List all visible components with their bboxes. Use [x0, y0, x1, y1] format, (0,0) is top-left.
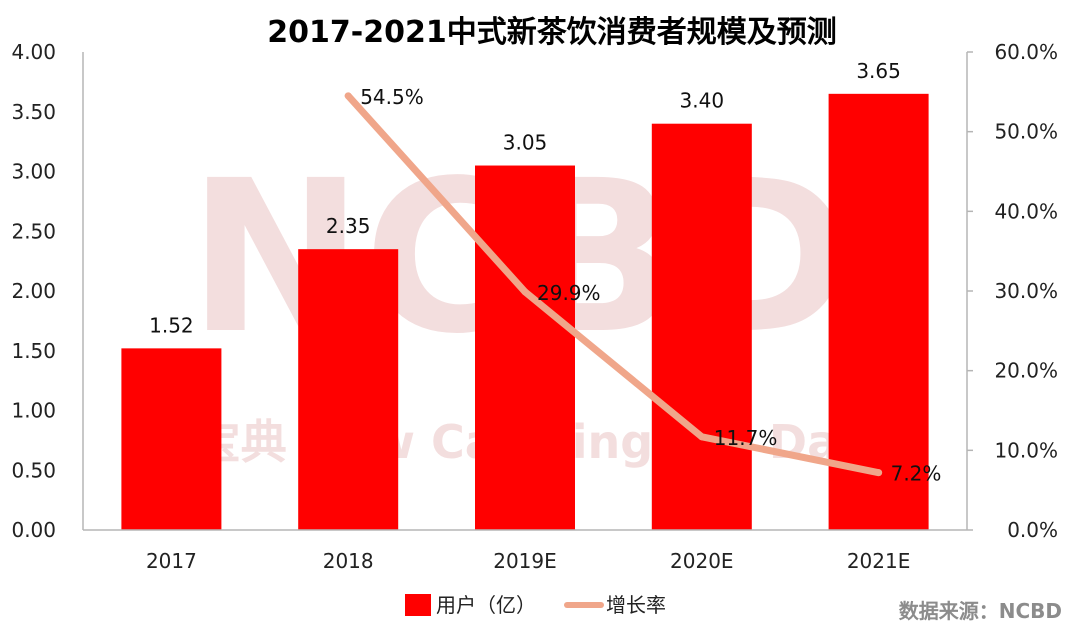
y-left-tick-label: 0.50: [11, 458, 56, 482]
bar-2020E: [651, 123, 752, 530]
growth-rate-line: [344, 92, 883, 477]
legend-label-users: 用户（亿）: [436, 593, 536, 617]
growth-point-2021E: [875, 469, 883, 477]
legend-label-growth: 增长率: [606, 593, 666, 617]
bar-2019E: [475, 165, 575, 530]
data-labels: 1.52 2.35 3.05 3.40 3.65 54.5% 29.9% 11.7% 7.2%: [149, 59, 941, 486]
y-left-tick-label: 2.50: [11, 219, 56, 243]
growth-label-2019E: 29.9%: [537, 281, 601, 305]
growth-label-2018: 54.5%: [360, 85, 424, 109]
growth-point-2020E: [698, 433, 706, 441]
y-left-tick-label: 2.00: [11, 279, 56, 303]
bar-label-2018: 2.35: [326, 214, 371, 238]
y-right-tick-label: 50.0%: [994, 120, 1058, 144]
bar-label-2021E: 3.65: [856, 59, 901, 83]
bar-2017: [121, 348, 222, 530]
y-left-tick-label: 0.00: [11, 518, 56, 542]
bar-label-2019E: 3.05: [503, 131, 548, 155]
y-left-tick-label: 1.50: [11, 339, 56, 363]
x-tick-label-2018: 2018: [323, 549, 374, 573]
growth-point-2019E: [521, 288, 529, 296]
axes: 2017 2018 2019E 2020E 2021E 0.00 0.50 1.00 1.50 2…: [11, 40, 1058, 573]
y-right-tick-label: 60.0%: [994, 40, 1058, 64]
growth-label-2020E: 11.7%: [714, 426, 778, 450]
y-right-tick-label: 40.0%: [994, 199, 1058, 223]
x-tick-label-2017: 2017: [146, 549, 197, 573]
source-note: 数据来源：NCBD: [899, 599, 1062, 623]
y-left-tick-label: 1.00: [11, 399, 56, 423]
bar-label-2020E: 3.40: [680, 89, 725, 113]
x-tick-label-2019E: 2019E: [493, 549, 557, 573]
x-tick-label-2021E: 2021E: [847, 549, 911, 573]
bar-series: [121, 93, 929, 531]
bar-label-2017: 1.52: [149, 313, 194, 337]
legend-swatch-users: [405, 594, 431, 616]
line-series: [344, 92, 883, 477]
y-right-tick-label: 30.0%: [994, 279, 1058, 303]
y-right-tick-label: 0.0%: [1007, 518, 1058, 542]
legend: 用户（亿） 增长率: [405, 593, 666, 617]
bar-2021E: [828, 93, 929, 530]
growth-label-2021E: 7.2%: [891, 462, 942, 486]
y-left-tick-label: 3.50: [11, 100, 56, 124]
chart-title: 2017-2021中式新茶饮消费者规模及预测: [267, 15, 836, 50]
y-right-tick-label: 20.0%: [994, 359, 1058, 383]
y-right-tick-label: 10.0%: [994, 438, 1058, 462]
y-left-tick-label: 3.00: [11, 160, 56, 184]
x-tick-label-2020E: 2020E: [670, 549, 734, 573]
growth-point-2018: [344, 92, 352, 100]
bar-2018: [298, 249, 399, 531]
y-left-tick-label: 4.00: [11, 40, 56, 64]
